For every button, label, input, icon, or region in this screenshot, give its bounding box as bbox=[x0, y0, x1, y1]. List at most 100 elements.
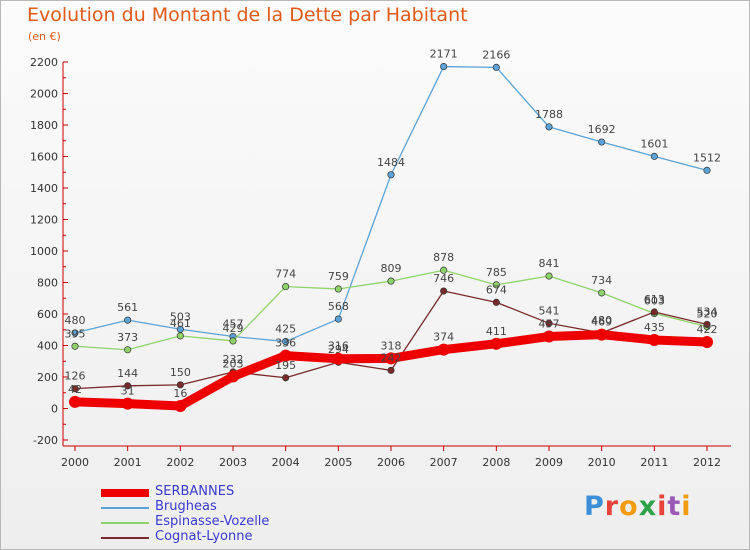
y-tick-label: 1600 bbox=[30, 151, 58, 164]
data-label: 242 bbox=[381, 351, 402, 364]
data-label: 785 bbox=[486, 266, 507, 279]
y-tick-label: 400 bbox=[37, 340, 58, 353]
data-point bbox=[282, 283, 290, 291]
data-point bbox=[703, 320, 711, 328]
data-label: 674 bbox=[486, 283, 507, 296]
y-tick-label: 0 bbox=[51, 403, 58, 416]
data-label: 422 bbox=[697, 323, 718, 336]
data-label: 568 bbox=[328, 300, 349, 313]
data-point bbox=[334, 285, 342, 293]
data-point bbox=[227, 370, 239, 383]
data-label: 1601 bbox=[640, 137, 668, 150]
y-tick-label: 600 bbox=[37, 308, 58, 321]
data-point bbox=[440, 266, 448, 274]
data-point bbox=[490, 337, 503, 350]
logo-letter: i bbox=[681, 491, 692, 522]
x-tick-label: 2001 bbox=[114, 456, 142, 469]
data-label: 520 bbox=[697, 308, 718, 321]
series-line bbox=[74, 65, 708, 343]
data-label: 374 bbox=[433, 331, 454, 344]
data-point bbox=[387, 277, 395, 285]
data-labels: 42 31 16 203 336 316 318 374 411 457 469 435 422 480 5… bbox=[65, 48, 722, 400]
data-label: 541 bbox=[539, 304, 560, 317]
data-point bbox=[650, 308, 658, 316]
data-point bbox=[71, 385, 79, 393]
data-label: 746 bbox=[433, 272, 454, 285]
data-point bbox=[121, 397, 134, 410]
data-point bbox=[598, 289, 606, 297]
data-point bbox=[176, 332, 184, 340]
logo-letter: x bbox=[638, 491, 658, 522]
data-label: 603 bbox=[644, 295, 665, 308]
x-tick-label: 2002 bbox=[166, 456, 194, 469]
y-tick-label: 2000 bbox=[30, 88, 58, 101]
data-label: 503 bbox=[170, 310, 191, 323]
y-tick-label: 200 bbox=[37, 371, 58, 384]
data-label: 480 bbox=[65, 314, 86, 327]
data-point bbox=[440, 287, 448, 295]
data-point bbox=[124, 346, 132, 354]
logo-letter: i bbox=[657, 491, 668, 522]
data-label: 395 bbox=[65, 327, 86, 340]
data-point bbox=[279, 349, 292, 362]
data-point bbox=[703, 166, 711, 174]
legend-swatch bbox=[101, 537, 149, 539]
logo-letter: t bbox=[667, 491, 682, 522]
data-label: 480 bbox=[591, 314, 612, 327]
legend-swatch bbox=[101, 507, 149, 509]
data-label: 774 bbox=[275, 268, 296, 281]
data-label: 425 bbox=[275, 323, 296, 336]
data-label: 195 bbox=[275, 359, 296, 372]
data-point bbox=[545, 319, 553, 327]
data-point bbox=[650, 152, 658, 160]
x-tick-label: 2000 bbox=[61, 456, 89, 469]
data-point bbox=[71, 342, 79, 350]
data-label: 429 bbox=[223, 322, 244, 335]
x-tick-label: 2006 bbox=[377, 456, 405, 469]
data-label: 435 bbox=[644, 321, 665, 334]
y-tick-label: 1800 bbox=[30, 119, 58, 132]
data-label: 878 bbox=[433, 251, 454, 264]
series-lines bbox=[69, 63, 713, 412]
data-point bbox=[440, 63, 448, 71]
x-tick-label: 2012 bbox=[693, 456, 721, 469]
data-point bbox=[387, 366, 395, 374]
y-tick-label: 2200 bbox=[30, 56, 58, 69]
data-point bbox=[124, 382, 132, 390]
legend-label: Brugheas bbox=[155, 499, 217, 514]
data-label: 42 bbox=[68, 383, 82, 396]
x-tick-label: 2005 bbox=[324, 456, 352, 469]
data-label: 457 bbox=[223, 318, 244, 331]
data-label: 373 bbox=[117, 331, 138, 344]
data-point bbox=[176, 381, 184, 389]
chart-title: Evolution du Montant de la Dette par Hab… bbox=[27, 4, 468, 26]
data-label: 457 bbox=[539, 318, 560, 331]
axes: -200 0 200 400 600 800 1000 1200 1400 1600 1800 200… bbox=[30, 56, 731, 469]
data-label: 294 bbox=[328, 343, 349, 356]
data-label: 126 bbox=[65, 370, 86, 383]
data-label: 534 bbox=[697, 305, 718, 318]
data-point bbox=[71, 329, 79, 337]
data-point bbox=[545, 272, 553, 280]
x-tick-label: 2007 bbox=[430, 456, 458, 469]
data-point bbox=[332, 352, 345, 365]
data-label: 461 bbox=[170, 317, 191, 330]
legend-label: SERBANNES bbox=[155, 484, 235, 499]
legend-swatch bbox=[101, 522, 149, 524]
data-label: 561 bbox=[117, 301, 138, 314]
x-tick-label: 2010 bbox=[588, 456, 616, 469]
data-label: 734 bbox=[591, 274, 612, 287]
data-label: 150 bbox=[170, 366, 191, 379]
x-tick-label: 2003 bbox=[219, 456, 247, 469]
data-point bbox=[229, 337, 237, 345]
x-tick-label: 2008 bbox=[482, 456, 510, 469]
chart-subtitle: (en €) bbox=[28, 30, 61, 43]
data-point bbox=[282, 374, 290, 382]
data-label: 31 bbox=[121, 385, 135, 398]
legend-swatch bbox=[101, 489, 149, 497]
data-label: 318 bbox=[381, 339, 402, 352]
data-label: 469 bbox=[591, 316, 612, 329]
data-point bbox=[174, 399, 187, 412]
